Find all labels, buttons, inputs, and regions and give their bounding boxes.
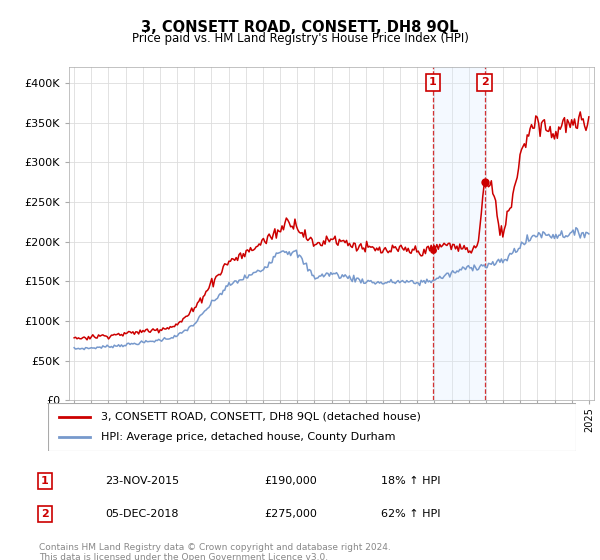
Text: 62% ↑ HPI: 62% ↑ HPI [381,509,440,519]
Text: 18% ↑ HPI: 18% ↑ HPI [381,477,440,487]
Bar [433,67,486,400]
Text: Price paid vs. HM Land Registry's House Price Index (HPI): Price paid vs. HM Land Registry's House … [131,32,469,45]
Text: 1: 1 [429,77,437,87]
Text: 2: 2 [481,77,488,87]
FancyBboxPatch shape [48,403,576,451]
Text: £275,000: £275,000 [264,509,317,519]
Text: 3, CONSETT ROAD, CONSETT, DH8 9QL (detached house): 3, CONSETT ROAD, CONSETT, DH8 9QL (detac… [101,412,421,422]
Text: Contains HM Land Registry data © Crown copyright and database right 2024.
This d: Contains HM Land Registry data © Crown c… [39,543,391,560]
Text: £190,000: £190,000 [264,477,317,487]
Text: 23-NOV-2015: 23-NOV-2015 [105,477,179,487]
Text: 3, CONSETT ROAD, CONSETT, DH8 9QL: 3, CONSETT ROAD, CONSETT, DH8 9QL [141,20,459,35]
Text: HPI: Average price, detached house, County Durham: HPI: Average price, detached house, Coun… [101,432,395,442]
Text: 1: 1 [41,477,49,487]
Text: 05-DEC-2018: 05-DEC-2018 [105,509,179,519]
Text: 2: 2 [41,509,49,519]
